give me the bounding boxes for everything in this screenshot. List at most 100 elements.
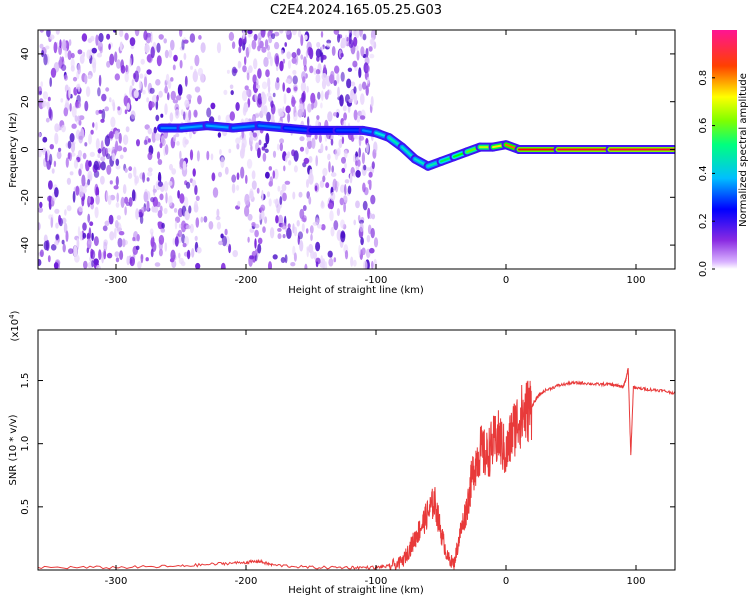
- noise-cell: [305, 146, 309, 155]
- noise-cell: [261, 189, 264, 202]
- noise-cell: [303, 157, 310, 164]
- noise-cell: [333, 80, 338, 86]
- noise-cell: [350, 256, 354, 267]
- noise-cell: [180, 220, 187, 233]
- noise-cell: [279, 138, 285, 144]
- noise-cell: [53, 160, 57, 167]
- noise-cell: [129, 256, 135, 267]
- noise-cell: [328, 258, 334, 267]
- noise-cell: [299, 146, 305, 152]
- noise-cell: [304, 263, 308, 269]
- noise-cell: [265, 132, 270, 145]
- noise-cell: [232, 250, 238, 258]
- noise-cell: [100, 161, 106, 171]
- snr-x-axis: -300 -200 -100 0 100: [105, 330, 646, 587]
- noise-cell: [142, 89, 146, 95]
- noise-cell: [120, 196, 125, 208]
- noise-cell: [143, 30, 148, 41]
- colorbar-gradient: [712, 30, 737, 269]
- noise-cell: [347, 185, 352, 195]
- noise-cell: [81, 196, 85, 207]
- noise-cell: [293, 86, 298, 92]
- noise-cell: [43, 100, 47, 107]
- noise-cell: [106, 252, 113, 259]
- noise-cell: [210, 153, 214, 161]
- noise-cell: [49, 77, 52, 87]
- noise-cell: [236, 184, 240, 191]
- noise-cell: [172, 134, 177, 142]
- noise-cell: [314, 185, 318, 192]
- noise-cell: [362, 200, 368, 211]
- noise-cell: [153, 126, 157, 134]
- noise-cell: [310, 233, 313, 241]
- noise-cell: [261, 46, 267, 53]
- noise-cell: [87, 170, 93, 182]
- noise-cell: [183, 196, 189, 208]
- noise-cell: [244, 85, 249, 91]
- noise-cell: [277, 227, 282, 232]
- noise-cell: [369, 53, 375, 59]
- noise-cell: [366, 167, 371, 172]
- noise-cell: [198, 35, 202, 40]
- noise-cell: [360, 46, 365, 57]
- noise-cell: [82, 152, 87, 160]
- noise-cell: [299, 240, 304, 252]
- noise-cell: [192, 70, 198, 83]
- noise-cell: [55, 234, 59, 241]
- snr-multiplier: (x104): [8, 310, 21, 341]
- noise-cell: [260, 30, 266, 38]
- noise-cell: [320, 46, 324, 51]
- noise-cell: [269, 56, 273, 67]
- noise-cell: [279, 196, 283, 205]
- noise-cell: [85, 86, 91, 97]
- noise-cell: [193, 109, 198, 118]
- noise-cell: [51, 168, 55, 174]
- noise-cell: [95, 194, 100, 205]
- noise-cell: [261, 81, 268, 90]
- noise-cell: [309, 225, 314, 234]
- noise-cell: [184, 99, 190, 108]
- noise-cell: [151, 94, 158, 103]
- noise-cell: [253, 58, 258, 70]
- noise-cell: [177, 229, 183, 238]
- noise-cell: [310, 92, 316, 104]
- colorbar-ticks: 0.0 0.2 0.4 0.6 0.8: [698, 70, 715, 277]
- noise-cell: [352, 30, 357, 36]
- noise-cell: [274, 80, 280, 91]
- noise-cell: [136, 139, 140, 147]
- noise-cell: [91, 47, 98, 54]
- noise-cell: [150, 46, 155, 59]
- noise-cell: [114, 220, 119, 229]
- noise-cell: [150, 237, 155, 248]
- noise-cell: [302, 205, 307, 211]
- noise-cell: [366, 76, 370, 84]
- noise-cell: [338, 138, 343, 149]
- colorbar-tick-label: 0.4: [698, 165, 709, 181]
- noise-cell: [200, 216, 204, 223]
- noise-cell: [268, 180, 273, 187]
- noise-cell: [340, 230, 346, 243]
- noise-cell: [355, 200, 360, 209]
- noise-cell: [246, 72, 250, 81]
- noise-cell: [95, 138, 100, 150]
- noise-cell: [95, 34, 99, 46]
- noise-cell: [105, 87, 110, 92]
- snr-y-tick-label: 0.5: [20, 499, 31, 515]
- noise-cell: [316, 41, 321, 48]
- noise-cell: [267, 77, 271, 88]
- noise-cell: [119, 41, 123, 52]
- noise-cell: [90, 249, 96, 260]
- noise-cell: [173, 54, 178, 62]
- noise-cell: [97, 87, 101, 97]
- noise-cell: [303, 65, 307, 72]
- noise-cell: [257, 243, 262, 254]
- noise-cell: [45, 150, 48, 163]
- noise-cell: [109, 180, 113, 185]
- noise-cell: [352, 259, 357, 267]
- noise-cell: [251, 180, 257, 190]
- noise-cell: [293, 165, 298, 173]
- noise-cell: [306, 137, 312, 142]
- noise-cell: [306, 179, 309, 188]
- noise-cell: [350, 89, 355, 100]
- colorbar-tick-label: 0.2: [698, 213, 709, 229]
